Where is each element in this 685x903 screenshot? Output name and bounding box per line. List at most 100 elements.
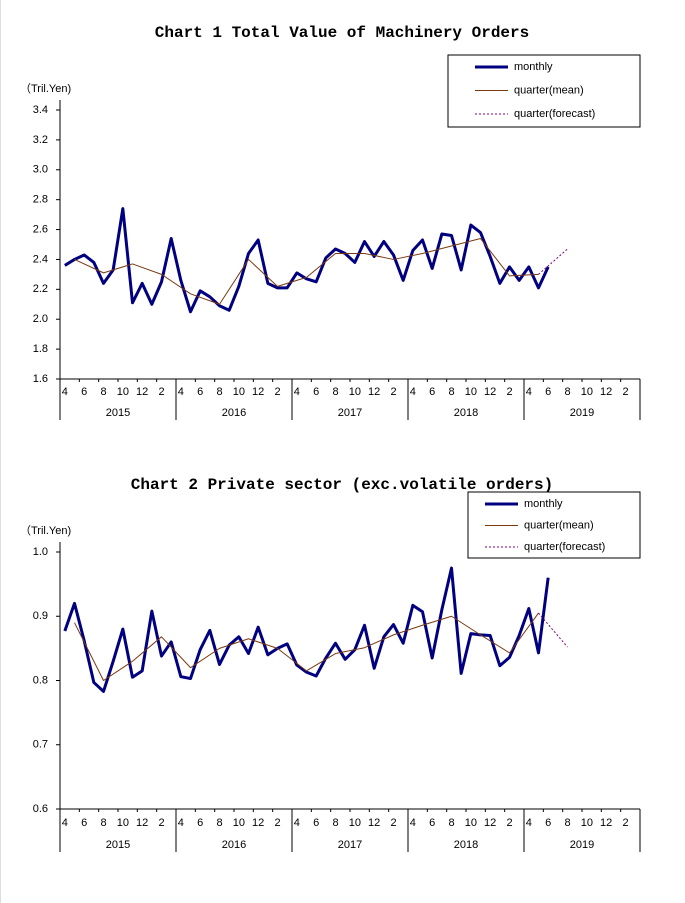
x-tick-label: 6	[429, 386, 435, 398]
y-tick-label: 3.4	[33, 104, 48, 116]
x-tick-label: 8	[216, 817, 222, 829]
series-line	[74, 238, 539, 305]
x-tick-label: 10	[117, 817, 129, 829]
y-tick-label: 0.8	[33, 674, 48, 686]
x-tick-label: 12	[136, 386, 148, 398]
x-tick-label: 6	[197, 386, 203, 398]
x-tick-label: 12	[600, 817, 612, 829]
x-tick-label: 4	[526, 386, 532, 398]
year-label: 2016	[222, 839, 246, 851]
x-tick-label: 2	[274, 817, 280, 829]
x-tick-label: 10	[581, 817, 593, 829]
x-tick-label: 8	[332, 386, 338, 398]
x-tick-label: 8	[564, 817, 570, 829]
x-tick-label: 6	[313, 386, 319, 398]
x-tick-label: 12	[252, 817, 264, 829]
x-tick-label: 12	[484, 817, 496, 829]
x-tick-label: 10	[465, 386, 477, 398]
legend-label: monthly	[524, 498, 563, 510]
year-label: 2018	[454, 839, 478, 851]
x-tick-label: 12	[252, 386, 264, 398]
series-line	[538, 612, 568, 648]
x-tick-label: 4	[178, 817, 184, 829]
year-label: 2016	[222, 407, 246, 419]
x-tick-label: 2	[506, 386, 512, 398]
x-tick-label: 12	[600, 386, 612, 398]
y-tick-label: 3.0	[33, 164, 48, 176]
y-tick-label: 0.7	[33, 739, 48, 751]
y-tick-label: 2.2	[33, 283, 48, 295]
x-tick-label: 2	[390, 817, 396, 829]
x-tick-label: 10	[581, 386, 593, 398]
y-tick-label: 0.6	[33, 803, 48, 815]
x-tick-label: 4	[62, 817, 68, 829]
x-tick-label: 10	[349, 817, 361, 829]
x-tick-label: 4	[526, 817, 532, 829]
x-tick-label: 12	[368, 817, 380, 829]
x-tick-label: 2	[390, 386, 396, 398]
x-tick-label: 10	[233, 817, 245, 829]
year-label: 2015	[106, 839, 130, 851]
x-tick-label: 8	[100, 386, 106, 398]
chart-title: Chart 2 Private sector (exc.volatile ord…	[131, 476, 553, 494]
series-line	[64, 207, 550, 314]
year-label: 2019	[570, 407, 594, 419]
x-tick-label: 4	[62, 386, 68, 398]
legend-label: quarter(forecast)	[514, 108, 595, 120]
x-tick-label: 2	[158, 386, 164, 398]
year-label: 2017	[338, 839, 362, 851]
y-unit: （Tril.Yen)	[20, 524, 71, 537]
y-tick-label: 3.2	[33, 134, 48, 146]
x-tick-label: 12	[136, 817, 148, 829]
x-tick-label: 8	[448, 817, 454, 829]
y-tick-label: 2.4	[33, 253, 48, 265]
x-tick-label: 6	[545, 817, 551, 829]
x-tick-label: 8	[216, 386, 222, 398]
legend-label: quarter(mean)	[514, 84, 584, 96]
x-tick-label: 4	[294, 386, 300, 398]
x-tick-label: 12	[368, 386, 380, 398]
y-unit: （Tril.Yen)	[20, 82, 71, 95]
chart-title: Chart 1 Total Value of Machinery Orders	[155, 24, 529, 42]
x-tick-label: 8	[332, 817, 338, 829]
year-label: 2015	[106, 407, 130, 419]
y-tick-label: 0.9	[33, 610, 48, 622]
x-tick-label: 6	[81, 817, 87, 829]
x-tick-label: 6	[197, 817, 203, 829]
x-tick-label: 4	[410, 386, 416, 398]
x-tick-label: 6	[545, 386, 551, 398]
x-tick-label: 2	[506, 817, 512, 829]
y-tick-label: 2.6	[33, 223, 48, 235]
x-tick-label: 10	[349, 386, 361, 398]
x-tick-label: 8	[448, 386, 454, 398]
x-tick-label: 2	[622, 386, 628, 398]
x-tick-label: 10	[233, 386, 245, 398]
x-tick-label: 6	[313, 817, 319, 829]
x-tick-label: 8	[100, 817, 106, 829]
legend-label: monthly	[514, 61, 553, 73]
y-tick-label: 1.0	[33, 546, 48, 558]
x-tick-label: 2	[622, 817, 628, 829]
x-tick-label: 6	[429, 817, 435, 829]
x-tick-label: 10	[117, 386, 129, 398]
y-tick-label: 1.8	[33, 343, 48, 355]
x-tick-label: 2	[274, 386, 280, 398]
series-line	[538, 248, 568, 275]
y-tick-label: 2.8	[33, 194, 48, 206]
year-label: 2017	[338, 407, 362, 419]
x-tick-label: 4	[294, 817, 300, 829]
year-label: 2019	[570, 839, 594, 851]
series-line	[74, 612, 539, 681]
x-tick-label: 2	[158, 817, 164, 829]
x-tick-label: 10	[465, 817, 477, 829]
x-tick-label: 12	[484, 386, 496, 398]
y-tick-label: 2.0	[33, 313, 48, 325]
legend-label: quarter(mean)	[524, 519, 594, 531]
legend-label: quarter(forecast)	[524, 541, 605, 553]
x-tick-label: 4	[410, 817, 416, 829]
y-tick-label: 1.6	[33, 373, 48, 385]
x-tick-label: 4	[178, 386, 184, 398]
year-label: 2018	[454, 407, 478, 419]
